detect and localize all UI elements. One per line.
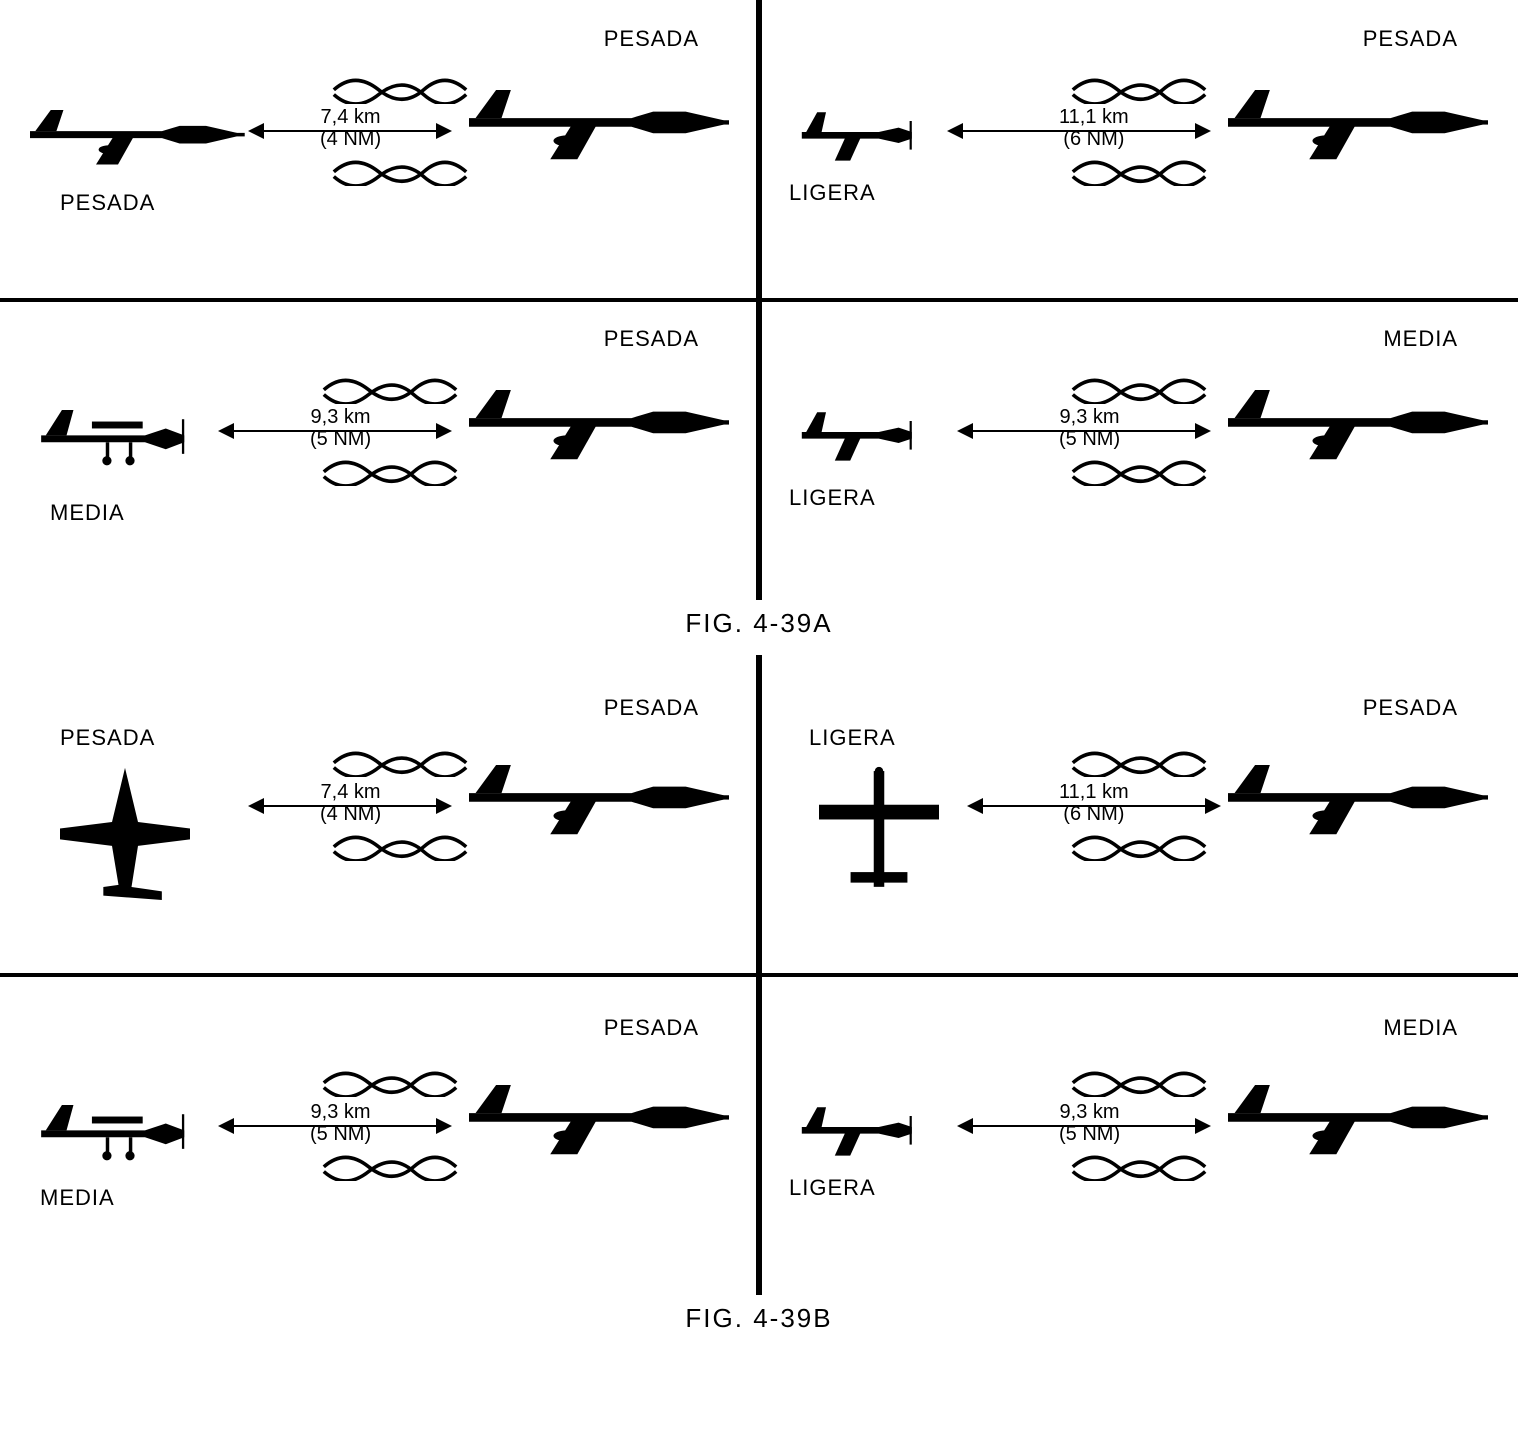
leader-label: PESADA (604, 26, 699, 52)
follower-label: LIGERA (789, 1175, 876, 1201)
cell-a3: PESADA MEDIA 9,3 km (5 NM) (0, 300, 759, 600)
distance-km: 9,3 km (1060, 406, 1120, 428)
turbulence-icon (1059, 78, 1219, 104)
turbulence-icon (320, 835, 480, 861)
cell-a1: PESADA PESADA 7,4 km (4 NM) (0, 0, 759, 300)
cell-a4: MEDIA LIGERA 9,3 km (5 NM) (759, 300, 1518, 600)
distance-text: 7,4 km (4 NM) (320, 106, 381, 150)
follower-aircraft-icon (799, 410, 919, 465)
leader-aircraft-icon (469, 90, 729, 170)
follower-label: PESADA (60, 725, 155, 751)
turbulence-icon (310, 460, 470, 486)
distance-text: 9,3 km (5 NM) (1059, 406, 1120, 450)
distance-text: 11,1 km (6 NM) (1059, 781, 1129, 825)
distance-nm: (5 NM) (310, 428, 371, 450)
figure-a-grid: PESADA PESADA 7,4 km (4 NM) PESADA LIGER… (0, 0, 1518, 600)
leader-label: PESADA (1363, 695, 1458, 721)
cell-b4: MEDIA LIGERA 9,3 km (5 NM) (759, 975, 1518, 1295)
leader-label: PESADA (604, 695, 699, 721)
follower-aircraft-icon (30, 110, 270, 180)
distance-km: 11,1 km (1059, 781, 1129, 803)
cell-b3: PESADA MEDIA 9,3 km (5 NM) (0, 975, 759, 1295)
distance-text: 11,1 km (6 NM) (1059, 106, 1129, 150)
leader-label: MEDIA (1383, 326, 1458, 352)
distance-km: 11,1 km (1059, 106, 1129, 128)
distance-nm: (6 NM) (1063, 128, 1124, 150)
follower-aircraft-icon (799, 1105, 919, 1160)
leader-aircraft-icon (1228, 765, 1488, 845)
follower-aircraft-icon (40, 1105, 190, 1165)
turbulence-icon (1059, 1155, 1219, 1181)
distance-km: 9,3 km (311, 406, 371, 428)
distance-text: 9,3 km (5 NM) (310, 406, 371, 450)
distance-nm: (5 NM) (1059, 1123, 1120, 1145)
figure-a-caption: FIG. 4-39A (0, 600, 1518, 655)
distance-km: 7,4 km (321, 106, 381, 128)
turbulence-icon (310, 378, 470, 404)
follower-label: LIGERA (789, 485, 876, 511)
leader-label: PESADA (1363, 26, 1458, 52)
follower-label: LIGERA (809, 725, 896, 751)
distance-nm: (5 NM) (310, 1123, 371, 1145)
turbulence-icon (1059, 460, 1219, 486)
figure-b-grid: PESADA PESADA 7,4 km (4 NM) PESADA LIGER… (0, 655, 1518, 1295)
distance-text: 7,4 km (4 NM) (320, 781, 381, 825)
distance-nm: (4 NM) (320, 128, 381, 150)
turbulence-icon (1059, 1071, 1219, 1097)
distance-text: 9,3 km (5 NM) (310, 1101, 371, 1145)
distance-nm: (5 NM) (1059, 428, 1120, 450)
turbulence-icon (320, 160, 480, 186)
leader-aircraft-icon (469, 765, 729, 845)
turbulence-icon (1059, 751, 1219, 777)
turbulence-icon (1059, 378, 1219, 404)
leader-aircraft-icon (469, 1085, 729, 1165)
turbulence-icon (1059, 160, 1219, 186)
distance-km: 7,4 km (321, 781, 381, 803)
cell-a2: PESADA LIGERA 11,1 km (6 NM) (759, 0, 1518, 300)
turbulence-icon (320, 751, 480, 777)
leader-aircraft-icon (1228, 1085, 1488, 1165)
turbulence-icon (310, 1071, 470, 1097)
distance-text: 9,3 km (5 NM) (1059, 1101, 1120, 1145)
follower-label: MEDIA (40, 1185, 115, 1211)
distance-nm: (6 NM) (1063, 803, 1124, 825)
cell-b1: PESADA PESADA 7,4 km (4 NM) (0, 655, 759, 975)
figure-4-39b: PESADA PESADA 7,4 km (4 NM) PESADA LIGER… (0, 655, 1518, 1350)
turbulence-icon (320, 78, 480, 104)
horizontal-divider (0, 298, 1518, 302)
distance-km: 9,3 km (311, 1101, 371, 1123)
leader-label: PESADA (604, 1015, 699, 1041)
distance-km: 9,3 km (1060, 1101, 1120, 1123)
follower-aircraft-icon (819, 765, 939, 895)
figure-b-caption: FIG. 4-39B (0, 1295, 1518, 1350)
follower-aircraft-icon (40, 410, 190, 470)
leader-label: MEDIA (1383, 1015, 1458, 1041)
turbulence-icon (1059, 835, 1219, 861)
leader-aircraft-icon (469, 390, 729, 470)
leader-aircraft-icon (1228, 390, 1488, 470)
figure-4-39a: PESADA PESADA 7,4 km (4 NM) PESADA LIGER… (0, 0, 1518, 655)
follower-label: MEDIA (50, 500, 125, 526)
distance-nm: (4 NM) (320, 803, 381, 825)
follower-label: PESADA (60, 190, 155, 216)
cell-b2: PESADA LIGERA 11,1 km (6 NM) (759, 655, 1518, 975)
follower-aircraft-icon (799, 110, 919, 165)
leader-label: PESADA (604, 326, 699, 352)
follower-aircraft-icon (60, 765, 190, 905)
leader-aircraft-icon (1228, 90, 1488, 170)
horizontal-divider (0, 973, 1518, 977)
turbulence-icon (310, 1155, 470, 1181)
follower-label: LIGERA (789, 180, 876, 206)
